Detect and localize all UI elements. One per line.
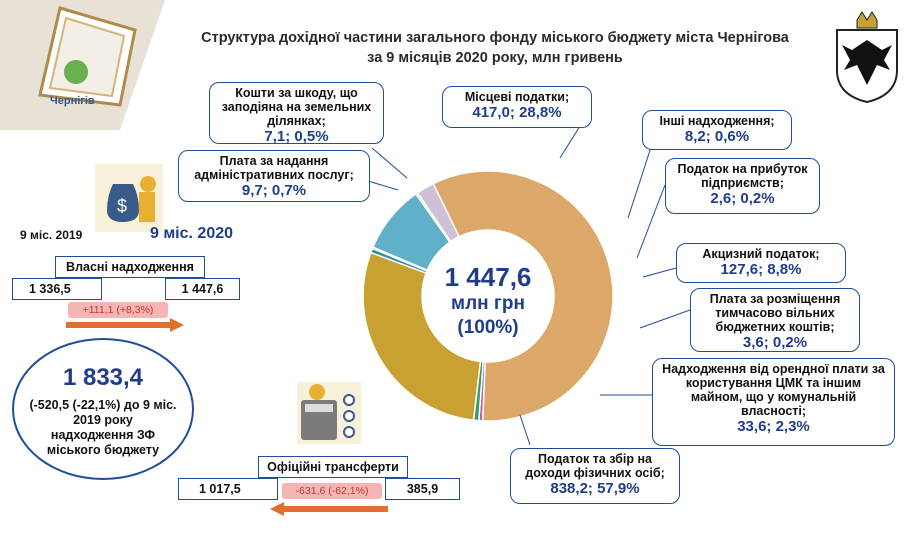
callout-label: Плата за розміщення тимчасово вільних бю… xyxy=(709,292,841,334)
center-value: 1 447,6 xyxy=(444,262,532,292)
title-line-2: за 9 місяців 2020 року, млн гривень xyxy=(367,50,623,66)
own-delta: +111,1 (+8,3%) xyxy=(68,302,168,318)
logo-text: Чернігів xyxy=(50,95,95,107)
coat-of-arms-icon xyxy=(836,11,898,104)
page-title: Структура дохідної частини загального фо… xyxy=(150,28,840,68)
callout-value: 2,6; 0,2% xyxy=(710,190,775,207)
callout-label: Плата за надання адміністративних послуг… xyxy=(194,154,354,182)
callout-value: 33,6; 2,3% xyxy=(737,418,810,435)
callout-excise-tax: Акцизний податок; 127,6; 8,8% xyxy=(676,243,846,283)
callout-personal-income-tax: Податок та збір на доходи фізичних осіб;… xyxy=(510,448,680,504)
callout-profit-tax: Податок на прибуток підприємств; 2,6; 0,… xyxy=(665,158,820,214)
calculator-coins-icon xyxy=(297,382,361,444)
center-unit: млн грн xyxy=(451,293,525,314)
callout-label: Місцеві податки; xyxy=(464,90,570,104)
callout-value: 8,2; 0,6% xyxy=(684,128,750,145)
arrow-left-icon xyxy=(270,502,388,516)
svg-text:$: $ xyxy=(117,196,127,216)
globe-icon xyxy=(64,60,88,84)
callout-rent-income: Надходження від орендної плати за корист… xyxy=(652,358,895,446)
callout-other-revenues: Інші надходження; 8,2; 0,6% xyxy=(642,110,792,150)
total-desc-3: надходження ЗФ xyxy=(50,428,156,442)
callout-label: Податок на прибуток підприємств; xyxy=(677,162,808,190)
center-percent: (100%) xyxy=(457,317,519,338)
own-revenues-label: Власні надходження xyxy=(55,256,205,278)
total-desc-1: (-520,5 (-22,1%) до 9 міс. xyxy=(29,398,177,412)
total-desc-2: 2019 року xyxy=(73,413,133,427)
callout-label: Податок та збір на доходи фізичних осіб; xyxy=(525,452,665,480)
donut-chart xyxy=(362,170,614,422)
total-revenues-oval: 1 833,4 (-520,5 (-22,1%) до 9 міс. 2019 … xyxy=(12,338,194,480)
callout-value: 417,0; 28,8% xyxy=(472,104,562,121)
callout-label: Інші надходження; xyxy=(659,114,775,128)
arrow-right-icon xyxy=(66,318,184,332)
callout-local-taxes: Місцеві податки; 417,0; 28,8% xyxy=(442,86,592,128)
transfers-curr-value: 385,9 xyxy=(385,478,460,500)
city-logo: Чернігів xyxy=(0,0,165,130)
callout-deposit-fee: Плата за розміщення тимчасово вільних бю… xyxy=(690,288,860,352)
own-prev-value: 1 336,5 xyxy=(12,278,102,300)
callout-label: Акцизний податок; xyxy=(702,247,820,261)
callout-land-damage: Кошти за шкоду, що заподіяна на земельни… xyxy=(209,82,384,145)
callout-label: Надходження від орендної плати за корист… xyxy=(662,362,885,418)
callout-value: 3,6; 0,2% xyxy=(742,334,808,351)
donut-center-label: 1 447,6 млн грн (100%) xyxy=(418,262,558,340)
money-bag-icon: $ xyxy=(95,164,163,232)
callout-value: 838,2; 57,9% xyxy=(550,480,640,497)
transfers-delta: -631,6 (-62,1%) xyxy=(282,483,382,499)
total-desc-4: міського бюджету xyxy=(46,443,160,457)
callout-label: Кошти за шкоду, що заподіяна на земельни… xyxy=(221,86,372,128)
callout-value: 7,1; 0,5% xyxy=(264,128,329,145)
callout-value: 9,7; 0,7% xyxy=(241,182,307,199)
period-curr-label: 9 міс. 2020 xyxy=(150,225,234,242)
title-line-1: Структура дохідної частини загального фо… xyxy=(201,30,789,46)
callout-value: 127,6; 8,8% xyxy=(720,261,802,278)
donut-slice xyxy=(416,182,461,243)
period-prev-label: 9 міс. 2019 xyxy=(20,228,83,242)
transfers-label: Офіційні трансферти xyxy=(258,456,408,478)
own-curr-value: 1 447,6 xyxy=(165,278,240,300)
donut-slice xyxy=(362,251,482,421)
total-value: 1 833,4 xyxy=(62,364,144,391)
transfers-prev-value: 1 017,5 xyxy=(178,478,278,500)
callout-admin-services: Плата за надання адміністративних послуг… xyxy=(178,150,370,202)
